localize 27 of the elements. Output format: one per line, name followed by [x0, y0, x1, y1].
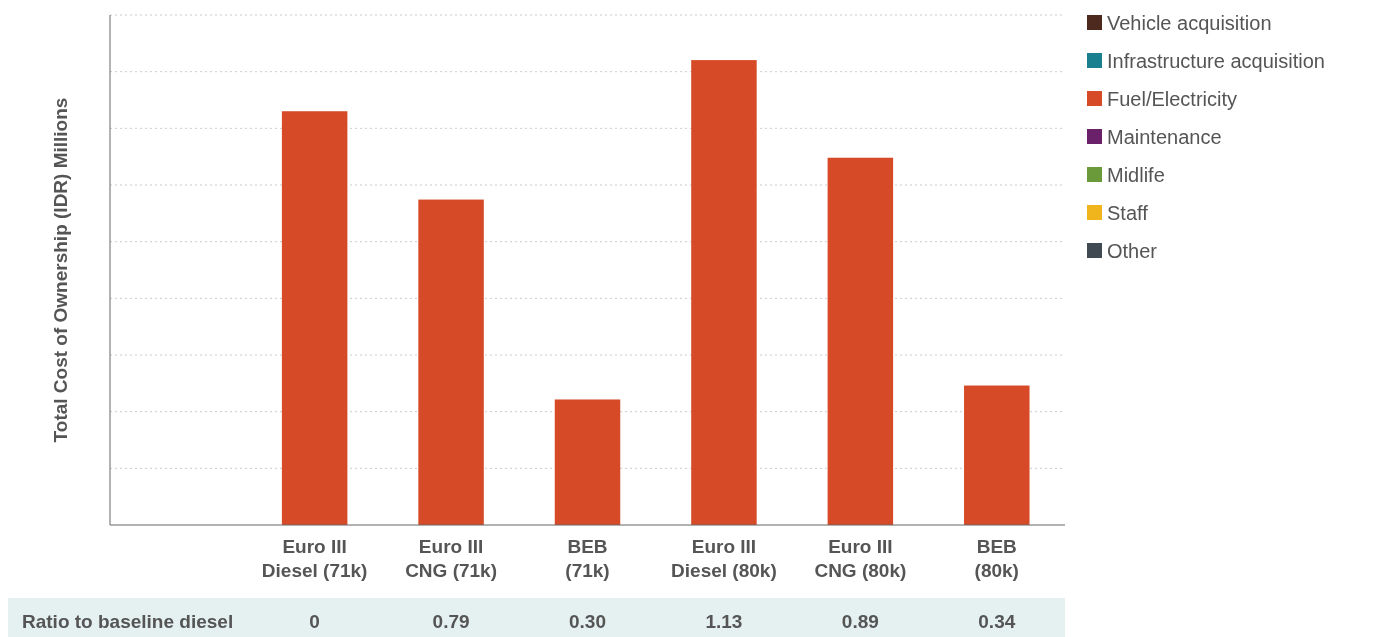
bar [691, 60, 757, 525]
y-axis-title: Total Cost of Ownership (IDR) Millions [50, 97, 71, 443]
x-tick-label: Euro III CNG (80k) [814, 536, 907, 581]
legend-label: Midlife [1107, 164, 1165, 186]
legend-label: Infrastructure acquisition [1107, 50, 1325, 72]
text: 0.30 [569, 611, 606, 632]
text: 0.79 [432, 611, 470, 632]
x-tick-label: BEB (71k) [565, 536, 610, 581]
legend-label: Fuel/Electricity [1107, 88, 1238, 110]
x-tick-label: Euro III Diesel (80k) [671, 536, 777, 581]
bar [827, 157, 894, 525]
text: Ratio to baseline diesel [22, 611, 234, 632]
x-tick-label: BEB (80k) [974, 536, 1019, 581]
text: 0.34 [978, 611, 1016, 632]
bar [964, 385, 1030, 525]
text: 0.89 [841, 611, 879, 632]
text: 1.13 [705, 611, 743, 632]
legend-label: Vehicle acquisition [1107, 12, 1272, 34]
legend-label: Maintenance [1107, 126, 1222, 148]
bar [418, 199, 484, 525]
bar [281, 111, 348, 525]
text: 0 [309, 611, 320, 632]
x-tick-label: Euro III Diesel (71k) [261, 536, 368, 581]
legend-label: Staff [1107, 202, 1149, 224]
legend-label: Other [1107, 240, 1158, 262]
x-tick-label: Euro III CNG (71k) [405, 536, 497, 581]
bar [554, 399, 621, 525]
